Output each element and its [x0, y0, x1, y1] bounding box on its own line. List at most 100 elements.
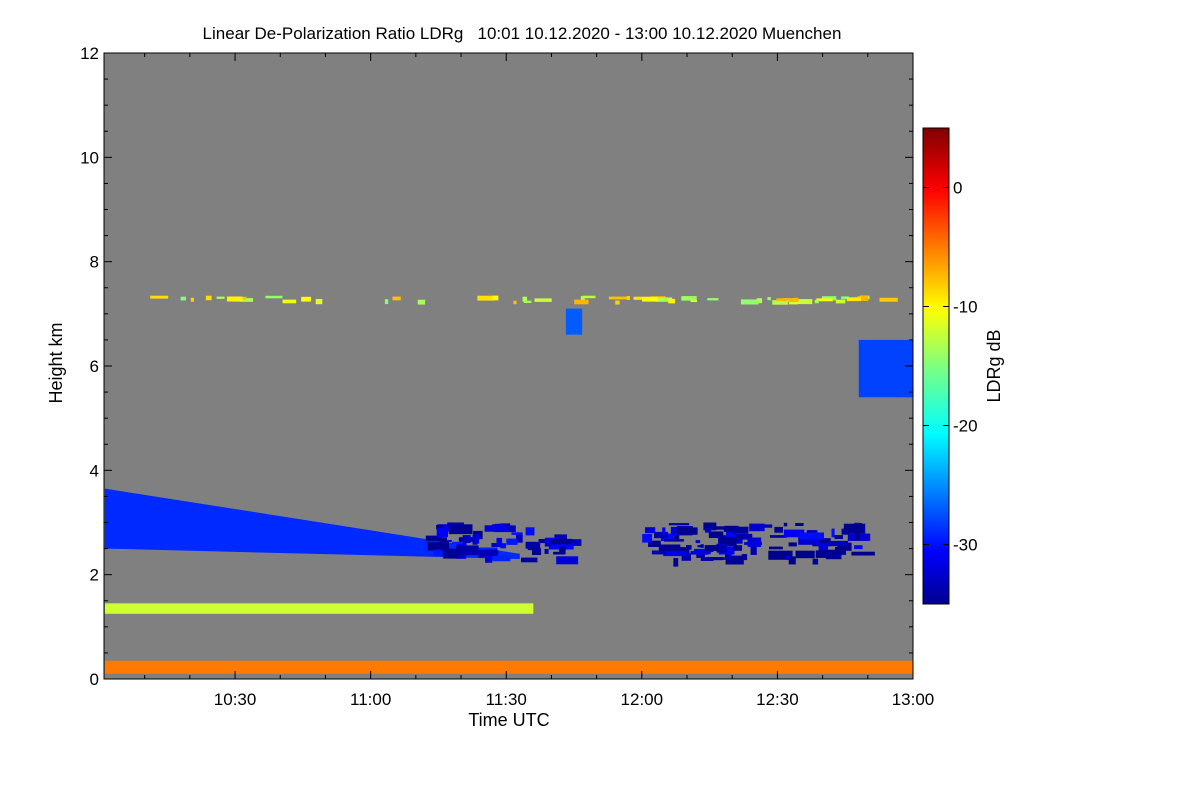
feature-speckle: [651, 550, 666, 555]
feature-speckle: [816, 298, 833, 302]
feature-speckle: [492, 295, 499, 301]
feature-speckle: [769, 546, 783, 550]
x-tick-label: 12:30: [756, 690, 799, 709]
plot-background: [104, 53, 913, 679]
colorbar-axis: 0 -10 -20 -30: [923, 179, 978, 555]
x-tick-label: 13:00: [892, 690, 935, 709]
feature-speckle: [484, 525, 509, 532]
feature-speckle: [559, 546, 566, 554]
feature-speckle: [574, 299, 589, 305]
feature-speckle: [789, 299, 799, 305]
feature-speckle: [384, 299, 389, 305]
feature-virga-streak: [565, 308, 583, 335]
feature-speckle: [534, 298, 552, 302]
feature-speckle: [703, 522, 717, 531]
feature-speckle: [704, 545, 720, 551]
feature-speckle: [681, 553, 691, 561]
feature-speckle: [741, 554, 748, 561]
feature-near-surface-layer: [104, 660, 913, 674]
feature-speckle: [705, 557, 725, 560]
feature-speckle: [648, 540, 661, 547]
feature-speckle: [815, 550, 837, 558]
feature-speckle: [664, 298, 669, 302]
y-tick-label: 6: [90, 357, 99, 376]
feature-speckle: [456, 542, 467, 546]
feature-speckle: [506, 538, 518, 545]
feature-speckle: [226, 296, 243, 302]
feature-body: [565, 308, 583, 335]
feature-speckle: [783, 522, 788, 527]
feature-speckle: [239, 298, 254, 302]
feature-speckle: [719, 537, 737, 547]
feature-speckle: [708, 531, 724, 538]
feature-speckle: [425, 535, 442, 542]
feature-high-thin-layer: [150, 295, 898, 305]
feature-speckle: [485, 557, 493, 563]
y-axis-label: Height km: [46, 322, 66, 403]
y-tick-label: 12: [80, 44, 99, 63]
feature-speckle: [715, 526, 734, 530]
feature-speckle: [725, 555, 744, 565]
feature-speckle: [855, 532, 860, 541]
feature-speckle: [511, 532, 523, 535]
feature-speckle: [538, 539, 552, 544]
feature-speckle: [443, 548, 459, 559]
feature-speckle: [695, 540, 701, 544]
colorbar: [922, 127, 950, 605]
feature-speckle: [180, 296, 186, 301]
feature-speckle: [448, 524, 473, 535]
y-tick-label: 0: [90, 670, 99, 689]
feature-speckle: [673, 534, 680, 540]
data-features: [104, 295, 913, 674]
colorbar-tick-label: -30: [953, 536, 978, 555]
feature-speckle: [521, 557, 538, 563]
feature-speckle: [798, 537, 821, 545]
feature-speckle: [532, 548, 542, 555]
feature-speckle: [795, 550, 815, 559]
feature-body: [104, 660, 913, 674]
feature-speckle: [525, 541, 541, 549]
feature-speckle: [854, 545, 863, 550]
feature-speckle: [456, 545, 479, 555]
feature-speckle: [707, 298, 719, 301]
feature-speckle: [772, 300, 789, 305]
feature-speckle: [472, 534, 480, 544]
x-tick-label: 11:30: [486, 690, 527, 709]
feature-speckle: [550, 538, 573, 545]
feature-speckle: [759, 524, 773, 528]
feature-speckle: [513, 300, 517, 305]
feature-speckle: [843, 523, 866, 534]
feature-speckle: [452, 541, 462, 544]
feature-speckle: [690, 299, 697, 302]
feature-speckle: [750, 545, 757, 555]
x-tick-label: 10:30: [214, 690, 257, 709]
feature-speckle: [658, 544, 681, 555]
feature-speckle: [301, 296, 311, 302]
feature-speckle: [673, 558, 679, 567]
feature-speckle: [544, 548, 549, 554]
feature-speckle: [697, 545, 704, 548]
feature-speckle: [705, 528, 712, 533]
feature-speckle: [821, 296, 837, 301]
feature-speckle: [522, 296, 528, 302]
feature-speckle: [716, 543, 727, 553]
feature-speckle: [782, 298, 799, 302]
feature-speckle: [478, 549, 499, 556]
feature-speckle: [732, 526, 749, 534]
feature-speckle: [663, 550, 687, 557]
feature-speckle: [496, 537, 503, 548]
feature-speckle: [216, 296, 225, 299]
feature-speckle: [837, 542, 852, 551]
feature-speckle: [615, 300, 620, 305]
x-tick-label: 11:00: [350, 690, 391, 709]
feature-speckle: [783, 529, 805, 538]
feature-speckle: [462, 535, 471, 543]
feature-speckle: [645, 527, 656, 534]
feature-speckle: [642, 297, 658, 302]
x-axis: 10:30 11:00 11:30 12:00 12:30 13:00: [144, 53, 935, 709]
feature-speckle: [433, 549, 447, 556]
feature-speckle: [676, 527, 698, 535]
colorbar-tick-label: -20: [953, 417, 978, 436]
feature-speckle: [494, 523, 507, 528]
feature-speckle: [282, 299, 297, 304]
